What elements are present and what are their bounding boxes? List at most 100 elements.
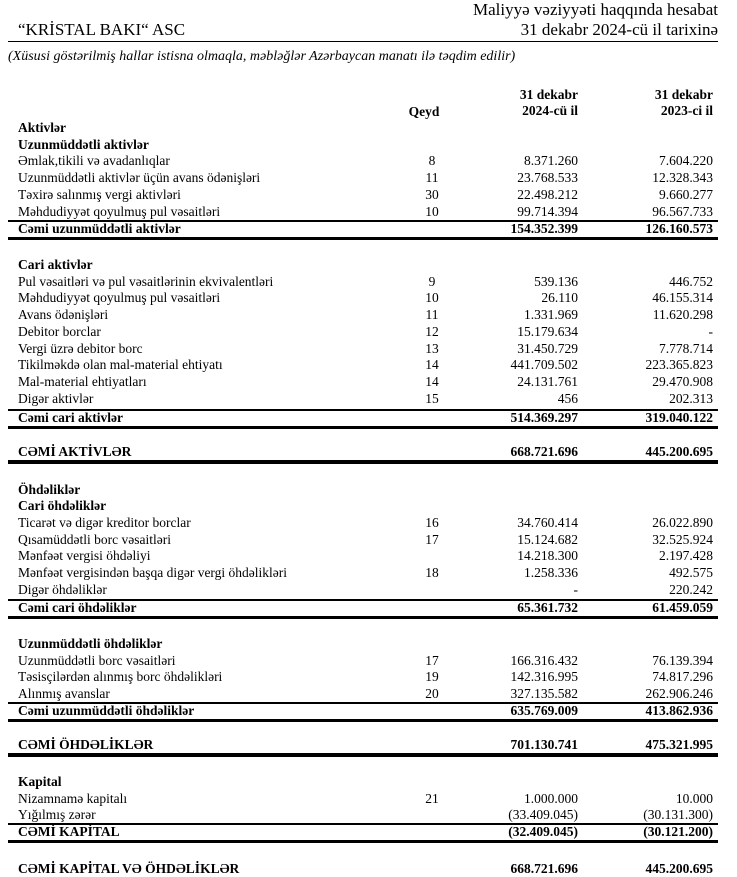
- table-row: Digər aktivlər 15 456 202.313: [8, 391, 718, 407]
- value-2023: 96.567.733: [652, 204, 713, 219]
- column-header-2024-line2: 2024-cü il: [522, 103, 578, 118]
- row-label: Alınmış avanslar: [18, 686, 110, 701]
- report-title: Maliyyə vəziyyəti haqqında hesabat: [473, 0, 718, 19]
- row-label: Məhdudiyyət qoyulmuş pul vəsaitləri: [18, 204, 221, 219]
- table-row: Əmlak,tikili və avadanlıqlar 8 8.371.260 7.…: [8, 153, 718, 169]
- value-2023: 32.525.924: [652, 532, 713, 547]
- row-label: CƏMİ AKTİVLƏR: [18, 444, 132, 459]
- row-label: Cəmi cari öhdəliklər: [18, 600, 137, 615]
- row-note: 8: [428, 153, 436, 168]
- total-row: CƏMİ AKTİVLƏR 668.721.696 445.200.695: [8, 444, 718, 460]
- currency-note: (Xüsusi göstərilmiş hallar istisna olmaq…: [8, 49, 516, 64]
- table-row: Yığılmış zərər (33.409.045) (30.131.300): [8, 807, 718, 823]
- row-note: 12: [425, 324, 439, 339]
- rule-line: [8, 220, 718, 222]
- value-2023: 446.752: [669, 274, 713, 289]
- row-label: Təsisçilərdən alınmış borc öhdəlikləri: [18, 669, 223, 684]
- rule-line: [8, 460, 718, 464]
- value-2024: 31.450.729: [517, 341, 578, 356]
- value-2023: 26.022.890: [652, 515, 713, 530]
- value-2023: 76.139.394: [652, 653, 713, 668]
- row-label: Uzunmüddətli öhdəliklər: [18, 636, 163, 651]
- row-label: Qısamüddətli borc vəsaitləri: [18, 532, 171, 547]
- row-note: 10: [425, 204, 439, 219]
- row-note: 16: [425, 515, 439, 530]
- row-label: Cari aktivlər: [18, 257, 93, 272]
- row-label: CƏMİ ÖHDƏLİKLƏR: [18, 737, 154, 752]
- total-row: Cəmi uzunmüddətli öhdəliklər 635.769.009 4…: [8, 703, 718, 719]
- total-row: Cəmi cari öhdəliklər 65.361.732 61.459.059: [8, 600, 718, 616]
- rule-line: [8, 599, 718, 601]
- row-label: Vergi üzrə debitor borc: [18, 341, 143, 356]
- row-label: Öhdəliklər: [18, 482, 81, 497]
- row-note: 13: [425, 341, 439, 356]
- value-2023: (30.131.300): [643, 807, 713, 822]
- value-2024: 166.316.432: [510, 653, 579, 668]
- section-heading: Cari aktivlər: [8, 257, 718, 273]
- value-2024: 15.179.634: [517, 324, 578, 339]
- row-note: 17: [425, 653, 439, 668]
- table-row: Vergi üzrə debitor borc 13 31.450.729 7.778…: [8, 341, 718, 357]
- value-2024: 635.769.009: [510, 703, 579, 718]
- table-row: Tikilməkdə olan mal-material ehtiyatı 14 4…: [8, 357, 718, 373]
- table-row: Digər öhdəliklər - 220.242: [8, 582, 718, 598]
- table-row: Pul vəsaitləri və pul vəsaitlərinin ekvi…: [8, 274, 718, 290]
- row-label: Cəmi cari aktivlər: [18, 410, 123, 425]
- row-label: Uzunmüddətli borc vəsaitləri: [18, 653, 176, 668]
- row-note: 10: [425, 290, 439, 305]
- row-note: 11: [425, 170, 439, 185]
- value-2023: 319.040.122: [645, 410, 714, 425]
- section-heading: Kapital: [8, 774, 718, 790]
- rule-line: [8, 616, 718, 619]
- row-label: Mal-material ehtiyatları: [18, 374, 147, 389]
- table-row: Təxirə salınmış vergi aktivləri 30 22.498.…: [8, 187, 718, 203]
- value-2024: 22.498.212: [517, 187, 578, 202]
- table-row: Təsisçilərdən alınmış borc öhdəlikləri 19…: [8, 669, 718, 685]
- value-2024: (32.409.045): [508, 824, 578, 839]
- value-2024: -: [573, 582, 579, 597]
- row-note: 14: [425, 374, 439, 389]
- value-2023: 9.660.277: [659, 187, 713, 202]
- row-label: Pul vəsaitləri və pul vəsaitlərinin ekvi…: [18, 274, 274, 289]
- total-row: CƏMİ KAPİTAL VƏ ÖHDƏLİKLƏR 668.721.696 445…: [8, 861, 718, 877]
- value-2023: 202.313: [669, 391, 713, 406]
- value-2024: 14.218.300: [517, 548, 578, 563]
- column-header-2024-line1: 31 dekabr: [519, 87, 578, 102]
- row-note: 11: [425, 307, 439, 322]
- row-label: Kapital: [18, 774, 62, 789]
- value-2023: (30.121.200): [643, 824, 713, 839]
- table-row: Avans ödənişləri 11 1.331.969 11.620.298: [8, 307, 718, 323]
- row-note: 9: [428, 274, 436, 289]
- section-heading: Cari öhdəliklər: [8, 498, 718, 514]
- total-row: CƏMİ ÖHDƏLİKLƏR 701.130.741 475.321.995: [8, 737, 718, 753]
- report-date: 31 dekabr 2024-cü il tarixinə: [520, 20, 718, 39]
- column-header-2023-line2: 2023-ci il: [660, 103, 713, 118]
- value-2024: 1.258.336: [524, 565, 578, 580]
- value-2023: 2.197.428: [659, 548, 713, 563]
- row-label: Digər aktivlər: [18, 391, 94, 406]
- value-2023: -: [708, 324, 714, 339]
- row-label: Cəmi uzunmüddətli aktivlər: [18, 221, 181, 236]
- value-2024: 15.124.682: [517, 532, 578, 547]
- row-label: Təxirə salınmış vergi aktivləri: [18, 187, 181, 202]
- row-note: 14: [425, 357, 439, 372]
- value-2024: 514.369.297: [510, 410, 579, 425]
- value-2024: 34.760.414: [517, 515, 578, 530]
- row-label: Cəmi uzunmüddətli öhdəliklər: [18, 703, 195, 718]
- row-label: Uzunmüddətli aktivlər üçün avans ödənişl…: [18, 170, 261, 185]
- company-name: “KRİSTAL BAKI“ ASC: [18, 20, 186, 39]
- table-row: Mənfəət vergisi öhdəliyi 14.218.300 2.197.…: [8, 548, 718, 564]
- value-2024: 8.371.260: [524, 153, 578, 168]
- rule-line: [8, 702, 718, 704]
- row-note: 20: [425, 686, 439, 701]
- row-note: 21: [425, 791, 439, 806]
- value-2023: 10.000: [675, 791, 713, 806]
- row-note: 19: [425, 669, 439, 684]
- rule-line: [8, 840, 718, 843]
- value-2023: 61.459.059: [652, 600, 713, 615]
- row-note: 18: [425, 565, 439, 580]
- value-2024: 1.000.000: [524, 791, 578, 806]
- table-row: Uzunmüddətli borc vəsaitləri 17 166.316.43…: [8, 653, 718, 669]
- row-label: Mənfəət vergisindən başqa digər vergi öh…: [18, 565, 288, 580]
- value-2023: 74.817.296: [652, 669, 713, 684]
